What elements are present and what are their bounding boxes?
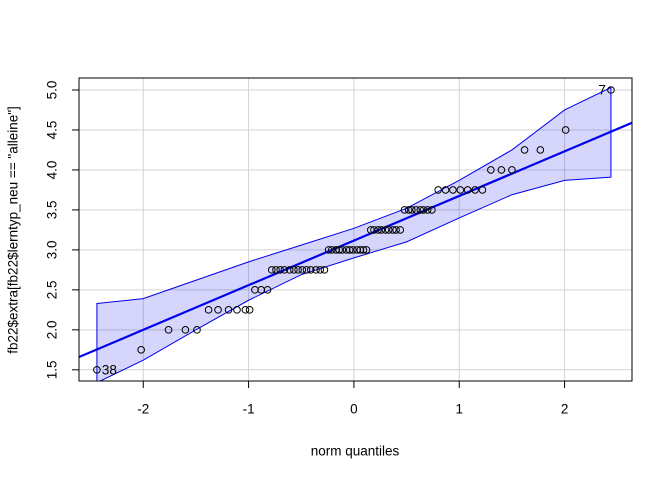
point: [338, 246, 347, 254]
point: [423, 206, 432, 214]
point: [320, 266, 329, 274]
y-tick-label: 1.5: [45, 360, 60, 379]
point: [233, 306, 241, 314]
grid: [79, 78, 632, 381]
reference-line: [79, 121, 632, 359]
point: [345, 246, 354, 254]
point: [298, 266, 307, 274]
point-label: 7: [598, 83, 606, 98]
point: [384, 226, 393, 234]
point: [302, 266, 311, 274]
point: [93, 366, 101, 374]
point: [328, 246, 336, 254]
x-tick-label: 0: [350, 402, 358, 417]
point: [245, 306, 254, 314]
point: [478, 186, 487, 194]
y-tick-label: 5.0: [45, 81, 60, 100]
point: [392, 226, 400, 234]
x-tick-label: 2: [561, 402, 569, 417]
point: [362, 246, 371, 254]
point: [181, 326, 190, 334]
point: [400, 206, 409, 214]
point: [366, 226, 375, 234]
point: [428, 206, 436, 214]
point: [404, 206, 413, 214]
point: [419, 206, 428, 214]
point: [214, 306, 222, 314]
point: [204, 306, 213, 314]
point: [164, 326, 173, 334]
y-tick-label: 4.0: [45, 161, 60, 180]
point: [349, 246, 357, 254]
point: [456, 186, 465, 194]
point: [224, 306, 233, 314]
point: [520, 146, 529, 154]
point: [561, 126, 570, 134]
point: [374, 226, 382, 234]
x-tick-label: 1: [455, 402, 463, 417]
point: [316, 266, 325, 274]
y-axis-label: fb22$extra[fb22$lerntyp_neu == "alleine"…: [6, 106, 21, 354]
point: [276, 266, 284, 274]
point: [497, 166, 506, 174]
point: [434, 186, 442, 194]
point: [359, 246, 368, 254]
point: [471, 186, 479, 194]
y-tick-label: 3.5: [45, 201, 60, 220]
y-tick-label: 2.5: [45, 280, 60, 299]
point: [324, 246, 333, 254]
point: [441, 186, 450, 194]
plot-frame: [78, 77, 633, 382]
y-tick-label: 2.0: [45, 320, 60, 339]
point: [294, 266, 302, 274]
axes: -2 -1 0 1 2 1.5 2.0 2.5 3.0 3.5 4.0 4.5 5.0: [45, 81, 569, 417]
point: [416, 206, 425, 214]
point: [280, 266, 289, 274]
point: [306, 266, 315, 274]
point: [137, 346, 145, 354]
point: [335, 246, 343, 254]
confidence-envelope: [96, 86, 612, 381]
point: [536, 146, 545, 154]
point: [463, 186, 472, 194]
point: [389, 226, 397, 234]
point: [508, 166, 516, 174]
y-tick-label: 3.0: [45, 240, 60, 259]
point: [487, 166, 495, 174]
point: [241, 306, 250, 314]
point: [267, 266, 276, 274]
point: [396, 226, 405, 234]
point: [607, 86, 615, 94]
point: [193, 326, 201, 334]
y-tick-label: 4.5: [45, 121, 60, 140]
point: [370, 226, 378, 234]
point: [377, 226, 386, 234]
point: [263, 286, 272, 294]
point: [290, 266, 298, 274]
plot-area: [79, 86, 632, 381]
point: [408, 206, 416, 214]
point: [312, 266, 320, 274]
x-tick-label: -1: [243, 402, 255, 417]
point: [285, 266, 294, 274]
point: [449, 186, 457, 194]
point: [412, 206, 420, 214]
point: [272, 266, 280, 274]
x-axis-label: norm quantiles: [311, 444, 400, 459]
point: [381, 226, 390, 234]
point-label: 38: [102, 362, 117, 377]
x-tick-label: -2: [137, 402, 149, 417]
